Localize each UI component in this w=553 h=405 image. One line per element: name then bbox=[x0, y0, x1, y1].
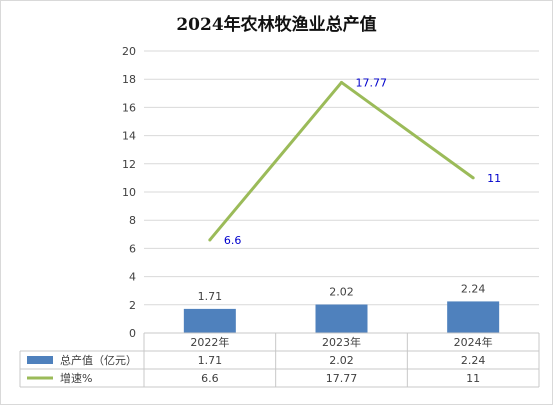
table-cell-bar-value: 2.24 bbox=[461, 354, 486, 367]
line-data-label: 17.77 bbox=[356, 76, 388, 89]
legend-label-bar: 总产值（亿元） bbox=[60, 353, 137, 367]
y-tick-label: 14 bbox=[122, 130, 136, 143]
line-point bbox=[471, 176, 475, 180]
y-tick-label: 12 bbox=[122, 158, 136, 171]
x-category-label: 2022年 bbox=[190, 335, 229, 349]
table-cell-bar-value: 1.71 bbox=[198, 354, 223, 367]
table-cell-line-value: 11 bbox=[466, 372, 480, 385]
line-data-label: 6.6 bbox=[224, 234, 242, 247]
y-tick-label: 18 bbox=[122, 73, 136, 86]
y-tick-label: 4 bbox=[129, 271, 136, 284]
bar-data-label: 2.02 bbox=[329, 286, 354, 299]
y-tick-label: 2 bbox=[129, 299, 136, 312]
y-tick-label: 16 bbox=[122, 101, 136, 114]
legend-label-line: 增速% bbox=[60, 371, 92, 385]
x-category-label: 2023年 bbox=[322, 335, 361, 349]
y-tick-label: 20 bbox=[122, 45, 136, 58]
table-cell-bar-value: 2.02 bbox=[329, 354, 354, 367]
y-tick-label: 8 bbox=[129, 214, 136, 227]
legend-key-bar bbox=[27, 356, 53, 364]
line-data-label: 11 bbox=[487, 172, 501, 185]
table-cell-line-value: 17.77 bbox=[326, 372, 358, 385]
table-cell-line-value: 6.6 bbox=[201, 372, 219, 385]
line-point bbox=[208, 238, 212, 242]
line-point bbox=[340, 80, 343, 84]
y-tick-label: 10 bbox=[122, 186, 136, 199]
y-tick-label: 6 bbox=[129, 242, 136, 255]
x-category-label: 2024年 bbox=[454, 335, 493, 349]
bar-data-label: 2.24 bbox=[461, 282, 486, 295]
bar bbox=[447, 301, 500, 333]
bar-data-label: 1.71 bbox=[198, 290, 223, 303]
line-series bbox=[208, 80, 475, 241]
bar bbox=[183, 308, 236, 333]
chart-title: 2024年农林牧渔业总产值 bbox=[176, 15, 377, 35]
bar bbox=[315, 304, 368, 333]
y-tick-label: 0 bbox=[129, 327, 136, 340]
